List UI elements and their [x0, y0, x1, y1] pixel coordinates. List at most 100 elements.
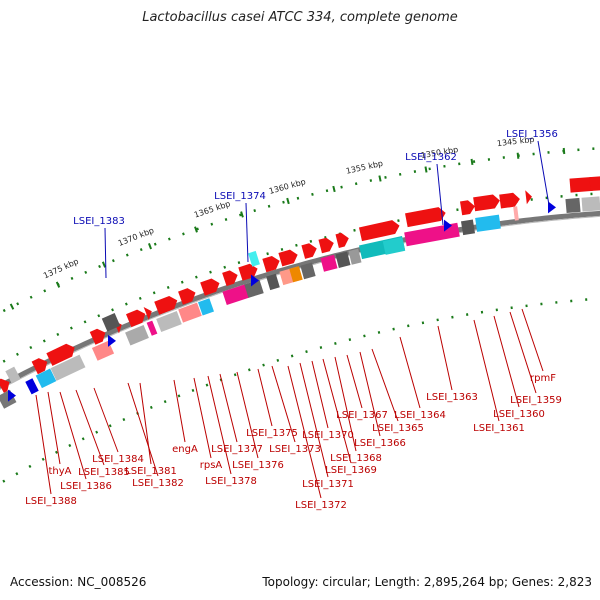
lower-label: LSEI_1367	[336, 410, 388, 421]
gene-block	[5, 366, 21, 384]
lower-label-line	[346, 354, 363, 409]
lower-label-line	[399, 336, 421, 409]
lower-label: LSEI_1376	[232, 460, 284, 471]
gene-block	[335, 251, 351, 268]
ruler-tick	[101, 261, 107, 268]
lower-label-line	[493, 315, 520, 408]
ruler-label: 1375 kbp	[42, 257, 80, 281]
genome-backbone	[0, 210, 600, 390]
lower-label-line	[521, 308, 544, 372]
ruler-tick	[470, 158, 474, 166]
lower-label: LSEI_1360	[493, 409, 545, 420]
strand-marker	[8, 389, 16, 402]
gene-block	[266, 273, 280, 291]
strand-marker	[444, 219, 452, 232]
gene-arrow	[459, 200, 475, 216]
gene-arrow	[358, 220, 400, 242]
gene-block	[35, 368, 57, 389]
lower-label: LSEI_1364	[394, 410, 446, 421]
gene-block	[581, 196, 600, 212]
ruler-tick	[378, 175, 382, 182]
gene-block	[222, 284, 250, 306]
ruler-dots-2	[0, 297, 600, 485]
lower-label-line	[322, 358, 352, 464]
strand-markers	[8, 201, 556, 402]
gene-arrow	[200, 278, 220, 296]
gene-arrow	[512, 192, 519, 207]
lower-label: LSEI_1385	[78, 467, 130, 478]
ruler-tick	[194, 226, 198, 233]
gene-block	[101, 313, 121, 332]
gene-arrow	[154, 295, 178, 315]
lower-label-line	[139, 382, 152, 465]
ruler-tick	[55, 281, 61, 288]
lower-label-line	[173, 379, 186, 443]
lower-label-line	[93, 387, 119, 453]
lower-label: LSEI_1384	[92, 454, 144, 465]
lower-label: LSEI_1381	[125, 466, 177, 477]
gene-arrow	[0, 378, 10, 393]
gene-arrow	[278, 249, 298, 267]
gene-arrow	[126, 309, 146, 328]
gene-block	[198, 298, 214, 316]
gene-block	[348, 248, 362, 265]
gene-block	[156, 311, 182, 333]
gene-arrow	[301, 243, 317, 259]
lower-label: LSEI_1365	[372, 423, 424, 434]
upper-label: LSEI_1362	[405, 152, 457, 163]
gene-block	[382, 237, 406, 255]
gene-arrow	[89, 328, 106, 345]
lower-label: rpmF	[530, 373, 556, 384]
gene-arrow	[525, 190, 532, 205]
lower-label: thyA	[48, 466, 71, 477]
upper-gene-labels: LSEI_1383 LSEI_1374 LSEI_1362 LSEI_1356	[73, 129, 558, 279]
ruler-tick	[562, 147, 566, 155]
ruler-tick	[516, 152, 520, 159]
lower-label: LSEI_1370	[302, 430, 354, 441]
gene-arrow	[46, 343, 75, 366]
lower-label: LSEI_1382	[132, 478, 184, 489]
gene-arrow	[589, 176, 600, 192]
lower-label: LSEI_1369	[325, 465, 377, 476]
lower-label-line	[127, 382, 159, 477]
upper-label-line	[104, 227, 107, 279]
topology-text: Topology: circular; Length: 2,895,264 bp…	[262, 575, 592, 589]
lower-label: LSEI_1359	[510, 395, 562, 406]
lower-label: LSEI_1375	[246, 428, 298, 439]
gene-arrow	[143, 307, 152, 321]
lower-label-line	[359, 351, 381, 437]
accession-text: Accession: NC_008526	[10, 575, 147, 589]
ruler-tick	[332, 185, 336, 193]
gene-arrow	[178, 288, 196, 305]
strand-marker	[251, 274, 259, 287]
lower-label: LSEI_1371	[302, 479, 354, 490]
ruler-label: 1360 kbp	[268, 177, 307, 196]
ruler-tick	[424, 166, 428, 173]
lower-label: LSEI_1368	[330, 453, 382, 464]
upper-label-line	[245, 202, 249, 263]
gene-block	[146, 320, 158, 336]
lower-label: LSEI_1372	[295, 500, 347, 511]
upper-label: LSEI_1356	[506, 129, 558, 140]
gene-block	[460, 219, 476, 236]
ruler-tick	[147, 243, 153, 250]
ruler-tick	[286, 197, 290, 205]
lower-label: engA	[172, 444, 198, 455]
map-title: Lactobacillus casei ATCC 334, complete g…	[142, 10, 458, 25]
gene-arrow	[473, 194, 500, 212]
upper-label: LSEI_1383	[73, 216, 125, 227]
lower-label-line	[236, 371, 259, 459]
ruler-tick	[240, 211, 244, 218]
lower-label-line	[219, 373, 238, 443]
gene-arrow	[222, 270, 238, 287]
gene-block	[513, 206, 519, 221]
gene-block	[289, 266, 303, 283]
gene-block	[300, 262, 316, 280]
gene-block	[244, 279, 264, 298]
lower-label-line	[371, 348, 399, 422]
ruler-label: 1355 kbp	[345, 159, 384, 176]
ruler-label: 1365 kbp	[193, 199, 232, 219]
gene-block	[565, 197, 581, 214]
upper-label: LSEI_1374	[214, 191, 266, 202]
backbone-highlight	[0, 215, 600, 390]
